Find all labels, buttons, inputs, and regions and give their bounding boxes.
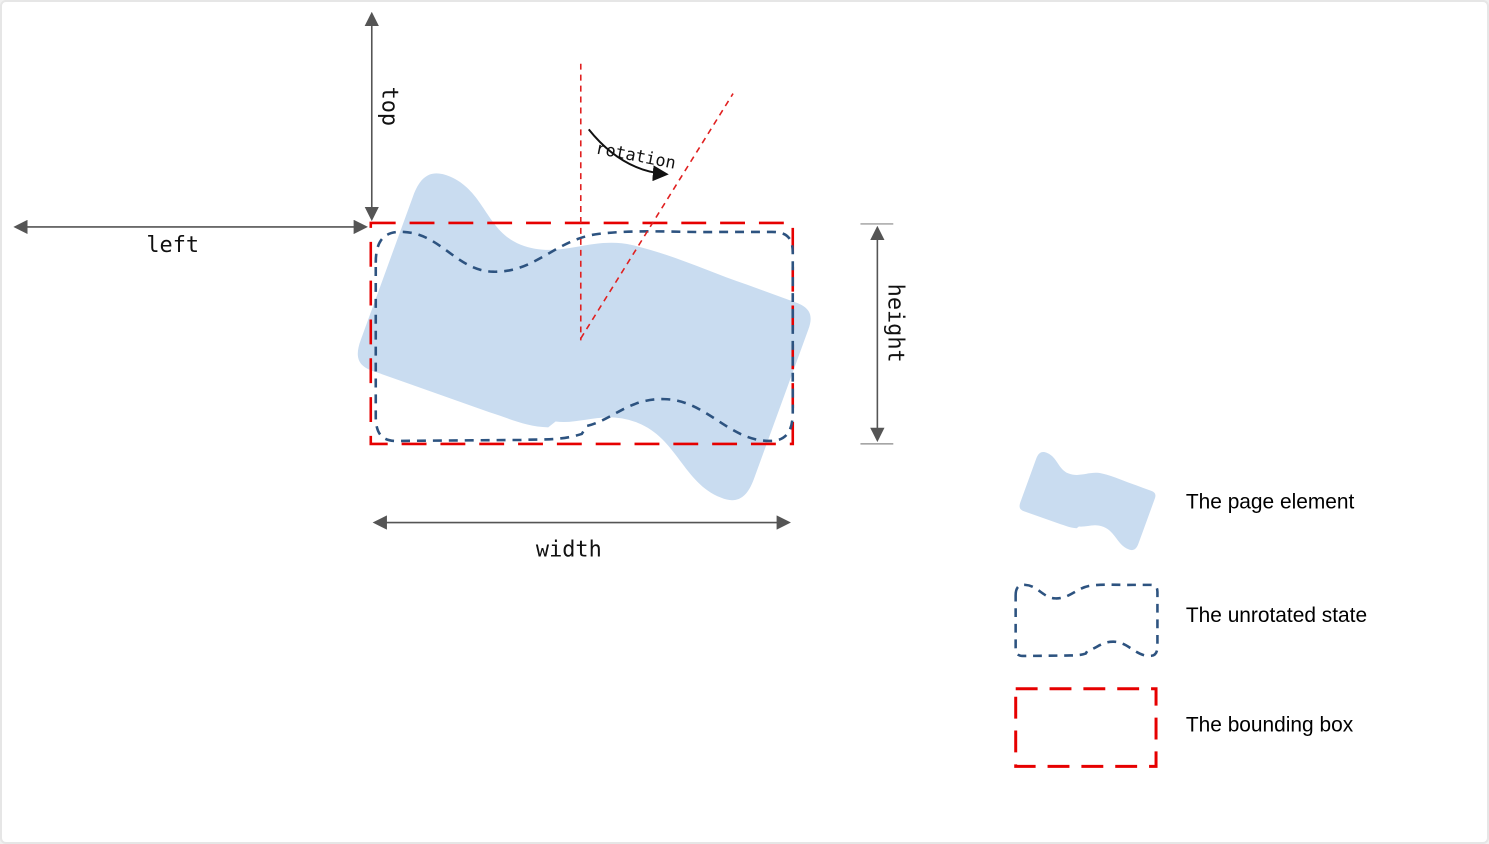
- legend-bounding-box-icon: [1014, 687, 1158, 768]
- page-element-shape: [352, 166, 816, 507]
- left-label: left: [146, 233, 199, 258]
- height-label: height: [882, 284, 907, 363]
- legend-item-page-element: The page element: [1017, 449, 1355, 552]
- legend: The page element The unrotated state The…: [1014, 449, 1367, 768]
- legend-page-element-icon: [1017, 449, 1157, 552]
- bounding-box-rect: [369, 221, 795, 446]
- legend-unrotated-state-icon: [1014, 583, 1159, 658]
- top-label: top: [377, 87, 402, 127]
- legend-page-element-label: The page element: [1186, 491, 1355, 514]
- rotation-rotated-reference-line: [580, 93, 734, 339]
- rotation-arc-arrow: [587, 128, 669, 182]
- legend-item-unrotated-state: The unrotated state: [1014, 583, 1367, 658]
- legend-unrotated-state-label: The unrotated state: [1186, 604, 1367, 627]
- legend-item-bounding-box: The bounding box: [1014, 687, 1354, 768]
- legend-bounding-box-label: The bounding box: [1186, 714, 1354, 737]
- width-label: width: [536, 537, 602, 562]
